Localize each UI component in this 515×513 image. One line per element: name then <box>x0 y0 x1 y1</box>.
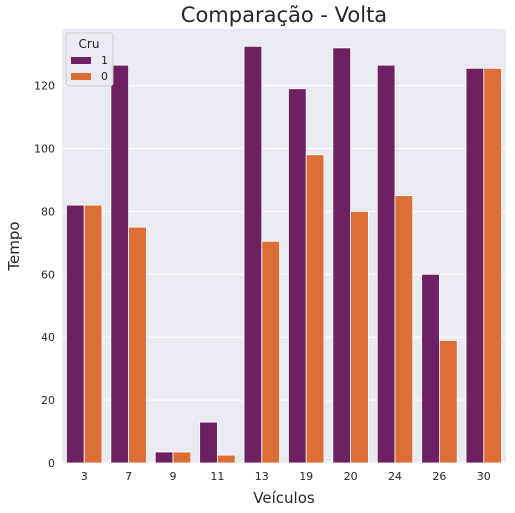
bar-9-series-1 <box>154 451 174 464</box>
bar-7-series-1 <box>110 64 129 464</box>
x-tick-label: 13 <box>255 470 269 483</box>
chart-title: Comparação - Volta <box>181 3 387 27</box>
y-tick-label: 120 <box>34 80 55 93</box>
bar-30-series-0 <box>483 67 502 464</box>
bar-13-series-1 <box>243 45 263 464</box>
bar-30-series-1 <box>465 67 485 464</box>
bar-24-series-0 <box>394 195 414 464</box>
legend-title: Cru <box>79 37 100 51</box>
legend-label-series-1: 1 <box>101 54 108 67</box>
x-axis-label: Veículos <box>253 489 315 507</box>
y-tick-label: 20 <box>41 394 55 407</box>
legend: Cru 1 0 <box>65 32 114 87</box>
y-tick-label: 60 <box>41 268 55 281</box>
x-tick-label: 9 <box>170 470 177 483</box>
x-tick-label: 20 <box>344 470 358 483</box>
bar-9-series-0 <box>172 451 192 464</box>
x-tick-label: 26 <box>432 470 446 483</box>
legend-swatch-series-1 <box>71 57 91 64</box>
bar-7-series-0 <box>128 226 147 464</box>
bar-13-series-0 <box>261 240 280 464</box>
y-tick-label: 100 <box>34 143 55 156</box>
bar-24-series-1 <box>376 64 396 464</box>
y-axis-label: Tempo <box>5 221 23 271</box>
x-tick-label: 30 <box>477 470 491 483</box>
x-tick-label: 19 <box>299 470 313 483</box>
bar-20-series-0 <box>350 211 369 464</box>
x-tick-label: 7 <box>125 470 132 483</box>
bar-19-series-1 <box>288 88 307 464</box>
y-tick-label: 80 <box>41 205 55 218</box>
x-tick-label: 24 <box>388 470 402 483</box>
bar-11-series-0 <box>216 454 236 464</box>
bar-26-series-0 <box>438 339 458 464</box>
y-ticks: 0 20 40 60 80 100 120 <box>34 80 55 470</box>
bar-19-series-0 <box>305 154 325 464</box>
bar-11-series-1 <box>199 421 218 464</box>
x-tick-label: 3 <box>81 470 88 483</box>
bar-3-series-0 <box>83 204 103 464</box>
bar-26-series-1 <box>421 273 440 464</box>
bar-20-series-1 <box>332 47 351 464</box>
legend-label-series-0: 0 <box>101 70 108 83</box>
bar-3-series-1 <box>66 204 85 464</box>
legend-swatch-series-0 <box>71 73 91 80</box>
y-tick-label: 0 <box>48 457 55 470</box>
x-tick-label: 11 <box>210 470 224 483</box>
y-tick-label: 40 <box>41 331 55 344</box>
bars <box>66 45 502 464</box>
x-ticks: 3 7 9 11 13 19 20 24 26 30 <box>81 470 491 483</box>
